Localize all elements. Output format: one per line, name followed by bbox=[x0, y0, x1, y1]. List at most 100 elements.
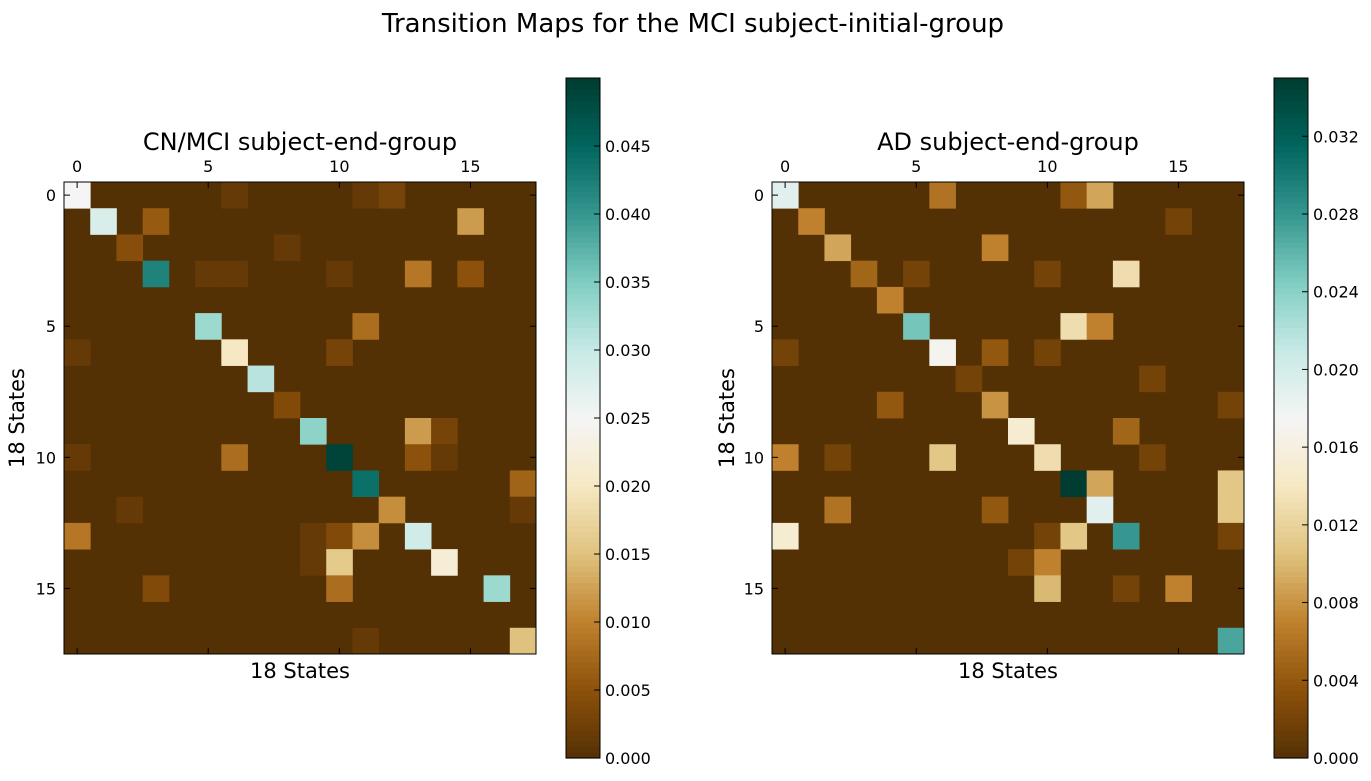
x-tick-label: 15 bbox=[460, 157, 480, 176]
heatmap-cell-9-13 bbox=[404, 418, 432, 445]
heatmap-cell-9-9 bbox=[300, 418, 327, 445]
heatmap-cell-12-8 bbox=[981, 496, 1009, 524]
y-axis-label: 18 States bbox=[5, 368, 29, 468]
colorbar-segment bbox=[566, 282, 600, 289]
colorbar-tick-label: 0.035 bbox=[605, 273, 651, 292]
colorbar-segment bbox=[566, 480, 600, 487]
colorbar-segment bbox=[1274, 231, 1308, 238]
colorbar-segment bbox=[566, 554, 600, 561]
colorbar-segment bbox=[1274, 112, 1308, 119]
y-tick-label: 10 bbox=[36, 448, 56, 467]
heatmap-cell-2-2 bbox=[824, 234, 852, 262]
colorbar-segment bbox=[566, 134, 600, 141]
heatmap-cell-15-15 bbox=[1165, 575, 1192, 602]
colorbar-segment bbox=[1274, 163, 1308, 170]
heatmap-cell-6-10 bbox=[1034, 339, 1061, 366]
colorbar-segment bbox=[566, 599, 600, 606]
heatmap-cell-6-0 bbox=[772, 339, 799, 366]
colorbar-segment bbox=[1274, 304, 1308, 311]
heatmap-cell-7-7 bbox=[955, 365, 983, 393]
heatmap-cell-13-11 bbox=[1060, 522, 1088, 550]
heatmap-cell-8-8 bbox=[981, 391, 1009, 419]
heatmap-cell-8-8 bbox=[273, 391, 301, 419]
colorbar-segment bbox=[566, 514, 600, 521]
heatmap-cell-10-6 bbox=[929, 444, 956, 471]
colorbar-segment bbox=[1274, 565, 1308, 572]
colorbar-tick-label: 0.040 bbox=[605, 205, 651, 224]
x-tick-label: 10 bbox=[1037, 157, 1057, 176]
colorbar-segment bbox=[566, 701, 600, 708]
heatmap-cell-1-1 bbox=[90, 208, 117, 235]
colorbar-segment bbox=[566, 287, 600, 294]
x-tick-label: 10 bbox=[329, 157, 349, 176]
colorbar-segment bbox=[1274, 412, 1308, 419]
colorbar-segment bbox=[566, 678, 600, 685]
colorbar-segment bbox=[1274, 344, 1308, 351]
heatmap-cell-14-14 bbox=[431, 549, 458, 576]
colorbar-segment bbox=[1274, 576, 1308, 583]
colorbar-segment bbox=[566, 163, 600, 170]
heatmap-cell-13-13 bbox=[1112, 522, 1140, 550]
colorbar-segment bbox=[566, 389, 600, 396]
colorbar-segment bbox=[1274, 633, 1308, 640]
colorbar-segment bbox=[566, 446, 600, 453]
colorbar-segment bbox=[1274, 293, 1308, 300]
colorbar-segment bbox=[566, 412, 600, 419]
colorbar-segment bbox=[566, 350, 600, 357]
colorbar-tick-label: 0.025 bbox=[605, 409, 651, 428]
colorbar-segment bbox=[1274, 735, 1308, 742]
colorbar-segment bbox=[1274, 599, 1308, 606]
heatmap-cell-10-10 bbox=[1034, 444, 1061, 471]
colorbar-segment bbox=[1274, 469, 1308, 476]
colorbar-tick-label: 0.010 bbox=[605, 613, 651, 632]
figure-suptitle: Transition Maps for the MCI subject-init… bbox=[381, 9, 1004, 39]
colorbar-segment bbox=[1274, 361, 1308, 368]
heatmap-cell-13-0 bbox=[64, 522, 91, 550]
x-tick-label: 5 bbox=[911, 157, 921, 176]
heatmap-cell-0-11 bbox=[352, 182, 380, 209]
colorbar-segment bbox=[566, 497, 600, 504]
colorbar-segment bbox=[1274, 185, 1308, 192]
colorbar-segment bbox=[566, 293, 600, 300]
colorbar-tick-label: 0.032 bbox=[1313, 127, 1359, 146]
heatmap-cell-15-13 bbox=[1112, 575, 1140, 602]
colorbar-segment bbox=[566, 89, 600, 96]
colorbar-segment bbox=[1274, 491, 1308, 498]
heatmap-cell-15-3 bbox=[142, 575, 170, 602]
colorbar-segment bbox=[1274, 741, 1308, 748]
colorbar-segment bbox=[1274, 605, 1308, 612]
colorbar-segment bbox=[1274, 310, 1308, 317]
colorbar-segment bbox=[1274, 78, 1308, 85]
colorbar-segment bbox=[566, 559, 600, 566]
colorbar-segment bbox=[1274, 248, 1308, 255]
colorbar-segment bbox=[566, 752, 600, 759]
colorbar-segment bbox=[1274, 327, 1308, 334]
colorbar-segment bbox=[566, 565, 600, 572]
colorbar-segment bbox=[1274, 89, 1308, 96]
colorbar-segment bbox=[1274, 95, 1308, 102]
colorbar-tick-label: 0.016 bbox=[1313, 438, 1359, 457]
colorbar-segment bbox=[1274, 656, 1308, 663]
colorbar-segment bbox=[566, 610, 600, 617]
heatmap-cell-10-6 bbox=[221, 444, 248, 471]
colorbar-segment bbox=[1274, 542, 1308, 549]
colorbar-segment bbox=[566, 627, 600, 634]
colorbar-segment bbox=[1274, 514, 1308, 521]
colorbar-segment bbox=[1274, 582, 1308, 589]
colorbar-segment bbox=[566, 157, 600, 164]
x-tick-label: 0 bbox=[72, 157, 82, 176]
colorbar-segment bbox=[1274, 503, 1308, 510]
heatmap-cell-9-13 bbox=[1112, 418, 1140, 445]
heatmap-cell-0-12 bbox=[378, 182, 406, 209]
colorbar-segment bbox=[566, 673, 600, 680]
colorbar-segment bbox=[566, 123, 600, 130]
colorbar-tick-label: 0.030 bbox=[605, 341, 651, 360]
heatmap-cell-5-5 bbox=[903, 313, 930, 340]
colorbar-segment bbox=[1274, 724, 1308, 731]
heatmap-cell-17-11 bbox=[352, 627, 380, 655]
heatmap-cell-6-10 bbox=[326, 339, 353, 366]
colorbar-tick-label: 0.024 bbox=[1313, 283, 1359, 302]
colorbar-segment bbox=[1274, 554, 1308, 561]
heatmap-cell-0-12 bbox=[1086, 182, 1114, 209]
colorbar-segment bbox=[1274, 191, 1308, 198]
